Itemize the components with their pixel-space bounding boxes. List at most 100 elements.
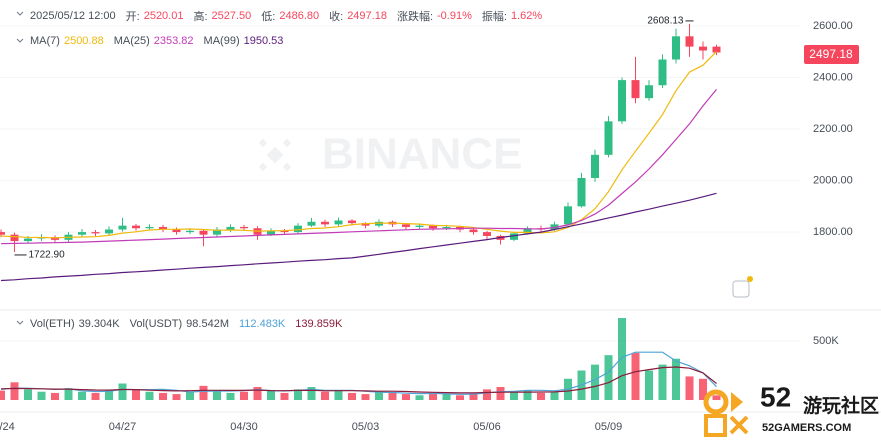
logo-ring <box>703 389 729 415</box>
candle-body <box>51 237 59 240</box>
field-label: 开: <box>125 11 140 23</box>
volume-bar <box>523 390 532 400</box>
logo-square <box>704 414 727 437</box>
candle-body <box>267 230 275 235</box>
volume-bar <box>37 391 46 400</box>
candle-body <box>469 229 478 233</box>
candle-body <box>631 80 640 99</box>
logo-site: 52GAMERS.COM <box>762 422 851 434</box>
volume-bar <box>64 388 73 400</box>
candle-body <box>685 36 694 47</box>
candle-body <box>307 221 316 226</box>
volume-bar <box>361 394 370 400</box>
candle-body <box>294 225 302 233</box>
candle-body <box>78 232 86 235</box>
watermark-text: BINANCE <box>322 130 522 179</box>
tool-icon-dot <box>747 276 753 282</box>
candle-body <box>226 226 235 230</box>
tool-icon[interactable] <box>732 280 750 298</box>
candle-body <box>672 36 680 60</box>
volume-bar <box>672 358 680 400</box>
volume-bar <box>118 383 127 400</box>
field-value: 2520.01 <box>143 10 184 22</box>
chevron[interactable] <box>16 320 24 325</box>
volume-bar <box>294 389 302 400</box>
candle-body <box>564 206 572 225</box>
volume-bar <box>348 392 356 400</box>
candle-body <box>186 230 194 233</box>
price-tag-label: 2497.18 <box>809 47 853 61</box>
volume-bar <box>483 389 491 400</box>
candle-body <box>118 225 127 230</box>
volume-bar <box>550 391 559 400</box>
volume-bar <box>510 391 518 400</box>
volume-bar <box>375 391 383 400</box>
candle-body <box>280 230 289 233</box>
field-value: -0.91% <box>437 10 472 22</box>
ohlc-info: 2025/05/12 12:00 开: 2520.01 高: 2527.50 低: 2486… <box>30 8 548 24</box>
chevron[interactable] <box>16 38 24 43</box>
candle-body <box>105 229 113 234</box>
volume-bar <box>51 392 59 400</box>
volume-bar <box>415 395 424 400</box>
volume-legend: Vol(ETH) 39.304K Vol(USDT) 98.542M 112.483K 1… <box>30 318 348 330</box>
field-label: 涨跌幅: <box>396 11 434 23</box>
volume-bar <box>618 318 626 400</box>
volume-ma-value: 112.483K <box>238 318 286 330</box>
field-value: 2497.18 <box>347 10 387 22</box>
candle-body <box>523 228 532 234</box>
high-annotation: 2608.13 <box>647 16 684 27</box>
low-annotation: 1722.90 <box>29 250 66 261</box>
x-tick-label: 05/03 <box>352 421 380 433</box>
candle-body <box>10 234 19 242</box>
volume-bar <box>469 392 478 400</box>
ma-legend: MA(7) 2500.88 MA(25) 2353.82 MA(99) 1950.53 <box>30 35 289 47</box>
candle-body <box>577 178 586 207</box>
volume-bar <box>496 387 505 400</box>
volume-bar <box>456 395 464 400</box>
y-tick-label: 1800.00 <box>813 226 853 238</box>
volume-bar <box>712 395 721 400</box>
volume-bar <box>280 392 289 400</box>
candle-body <box>145 226 154 229</box>
volume-value: 39.304K <box>78 318 120 330</box>
candle-body <box>375 221 383 226</box>
overlay-logo: 52 游玩社区 52GAMERS.COM <box>703 381 879 437</box>
chevron[interactable] <box>16 11 24 16</box>
volume-bar <box>645 370 653 400</box>
field-label: 高: <box>193 11 208 23</box>
volume-bar <box>10 382 19 400</box>
volume-bar <box>699 378 707 400</box>
logo-cross <box>729 415 749 435</box>
volume-bar <box>213 390 221 400</box>
candle-body <box>712 46 721 53</box>
y-tick-label: 2200.00 <box>813 123 853 135</box>
volume-bar <box>591 364 599 400</box>
volume-bar <box>159 392 167 400</box>
volume-bar <box>132 389 140 400</box>
candle-body <box>658 59 667 86</box>
volume-bar <box>240 391 248 400</box>
logo-number: 52 <box>760 381 791 412</box>
logo-shape <box>731 392 743 412</box>
x-tick-label: 05/06 <box>473 421 501 433</box>
volume-bar <box>145 391 154 400</box>
volume-bar <box>631 352 640 400</box>
candle-body <box>334 220 343 225</box>
x-tick-label: 05/09 <box>595 421 623 433</box>
candle-body <box>618 80 626 122</box>
candle-body <box>402 224 410 227</box>
quote-volume-name: Vol(USDT) <box>129 318 183 330</box>
volume-bar <box>537 392 545 400</box>
volume-bar <box>604 355 613 400</box>
volume-bar <box>321 391 329 400</box>
candle-body <box>361 223 370 226</box>
x-tick-label: 04/24 <box>0 421 15 433</box>
candle-body <box>645 85 653 99</box>
ma-value: 2353.82 <box>153 35 194 47</box>
y-tick-label: 2600.00 <box>813 20 853 32</box>
candle-body <box>415 225 424 227</box>
ma-line <box>0 51 717 239</box>
